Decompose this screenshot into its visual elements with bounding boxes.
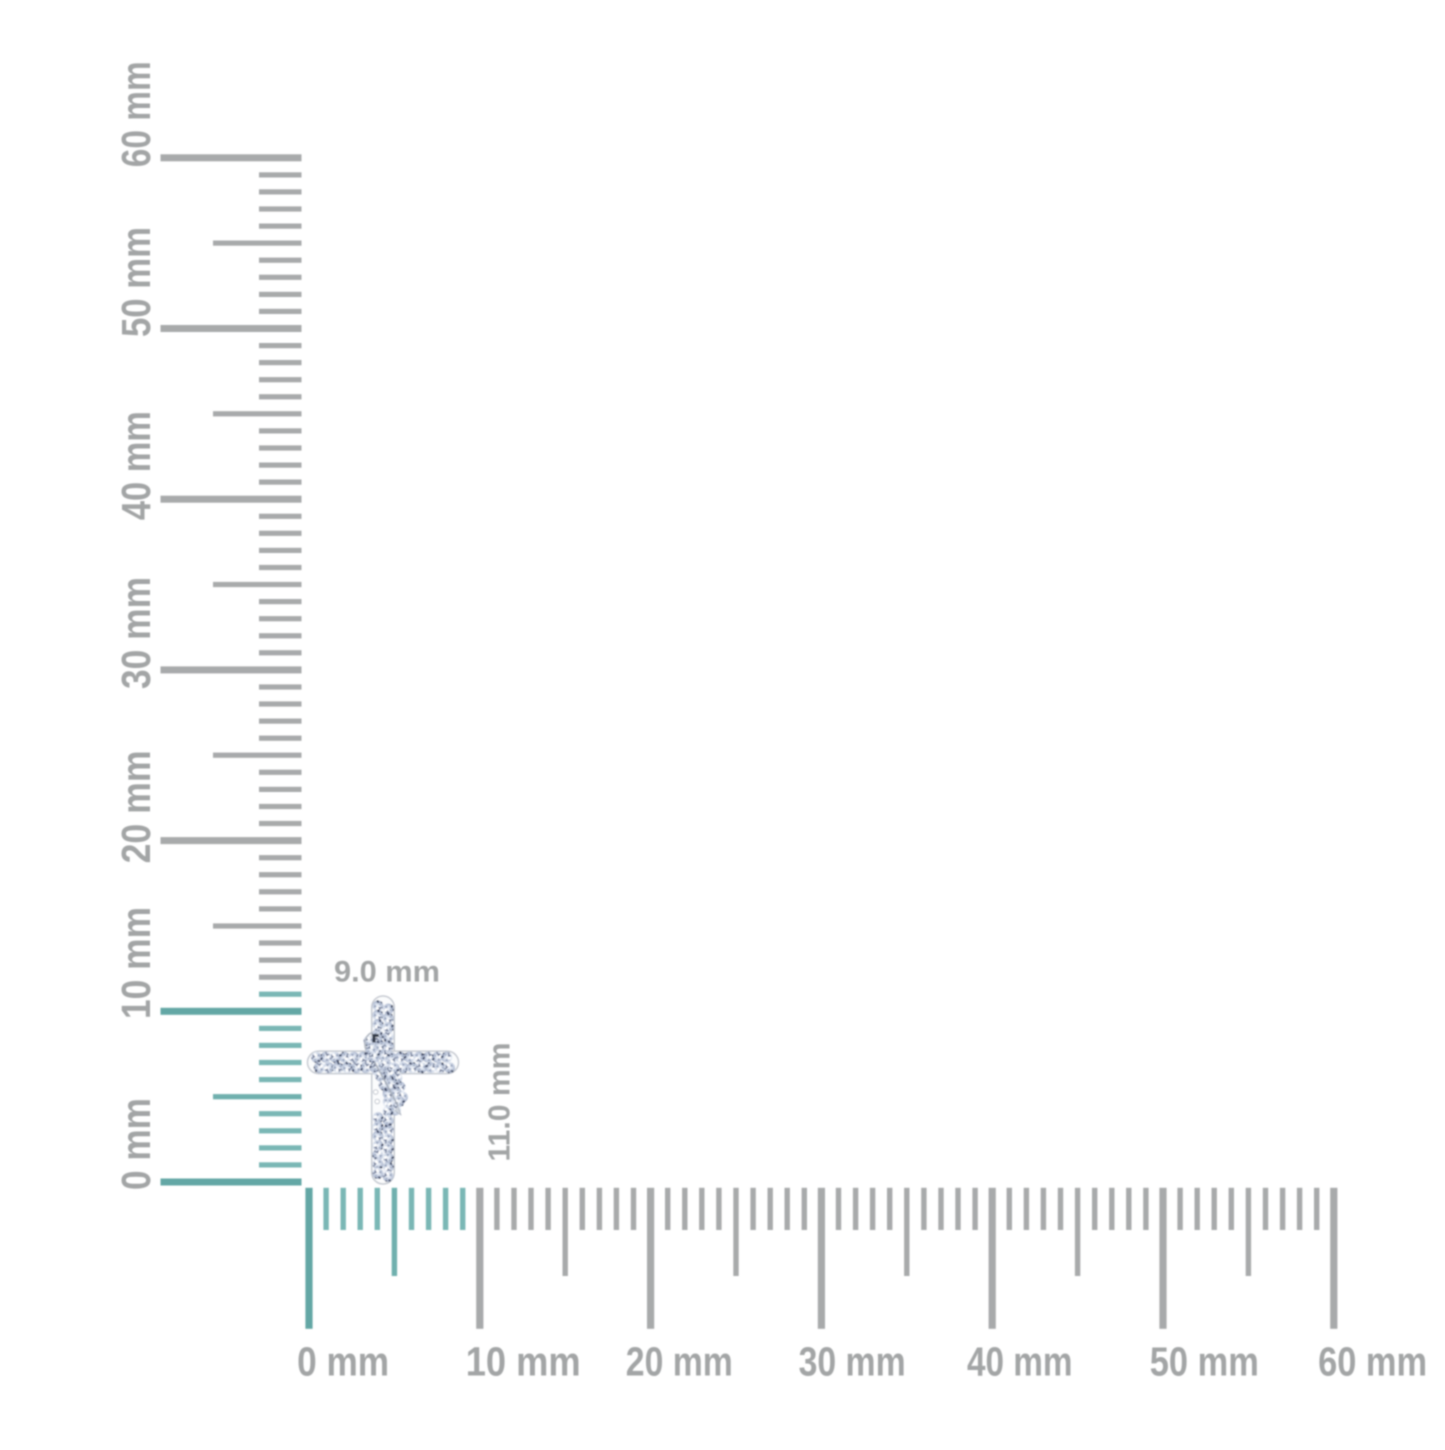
svg-text:9.0 mm: 9.0 mm [334, 956, 440, 989]
svg-text:30 mm: 30 mm [113, 577, 159, 689]
svg-text:10 mm: 10 mm [466, 1339, 581, 1385]
svg-text:40 mm: 40 mm [113, 411, 159, 520]
svg-text:0 mm: 0 mm [113, 1098, 159, 1190]
svg-text:30 mm: 30 mm [799, 1339, 906, 1385]
svg-text:11.0 mm: 11.0 mm [482, 1043, 517, 1162]
svg-text:20 mm: 20 mm [626, 1339, 733, 1385]
svg-text:60 mm: 60 mm [1318, 1339, 1427, 1385]
svg-text:10 mm: 10 mm [113, 907, 159, 1019]
svg-text:50 mm: 50 mm [1150, 1339, 1259, 1385]
svg-text:40 mm: 40 mm [967, 1339, 1073, 1385]
svg-text:20 mm: 20 mm [113, 750, 159, 863]
svg-text:50 mm: 50 mm [113, 227, 159, 337]
svg-text:60 mm: 60 mm [113, 61, 159, 167]
svg-text:0 mm: 0 mm [297, 1339, 389, 1385]
